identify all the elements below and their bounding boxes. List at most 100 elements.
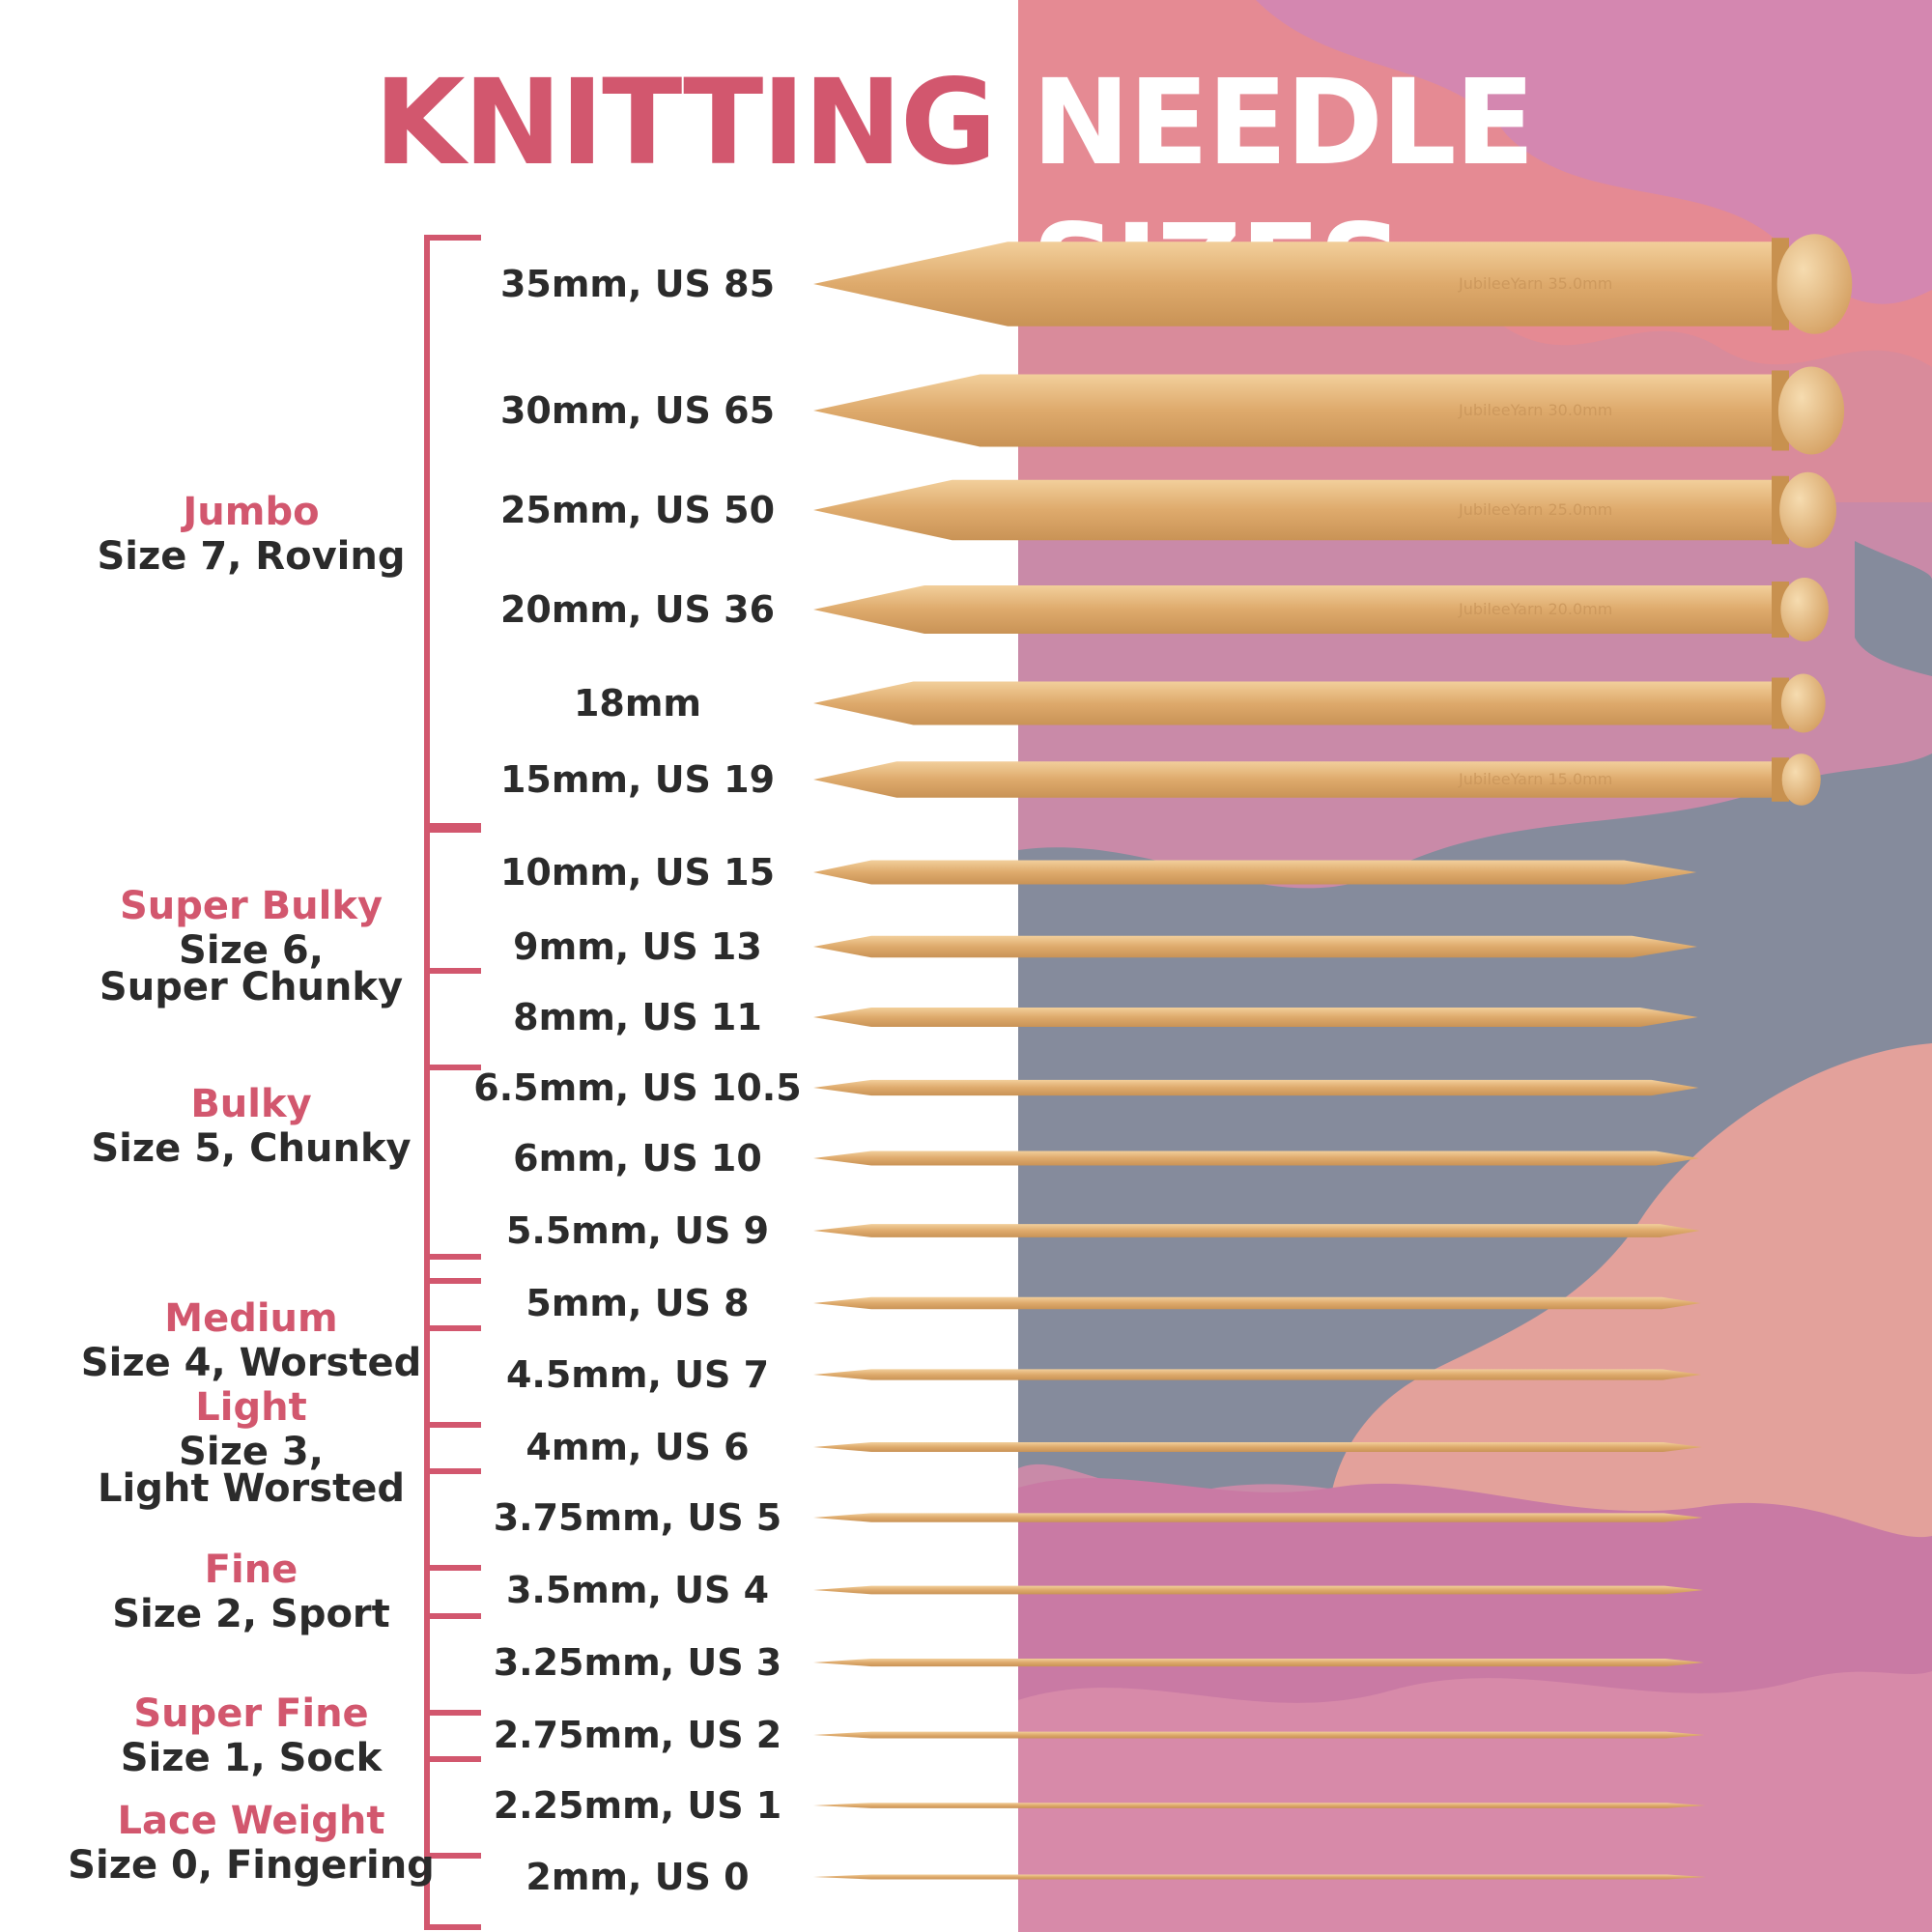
category-label: Medium Size 4, Worsted — [58, 1296, 444, 1385]
category-label: Jumbo Size 7, Roving — [58, 489, 444, 579]
needle-shaft — [813, 761, 1787, 798]
needle-0: JubileeYarn 35.0mm — [813, 234, 1853, 334]
needle-shaft — [813, 1151, 1699, 1166]
needle-size-label: 3.5mm, US 4 — [505, 1569, 770, 1611]
needle-3: JubileeYarn 20.0mm — [813, 578, 1829, 641]
needle-size-label: 2.75mm, US 2 — [493, 1714, 782, 1756]
needle-shaft — [813, 374, 1787, 447]
category-bracket — [424, 968, 481, 1284]
needle-11 — [813, 1224, 1700, 1237]
needle-shaft — [813, 585, 1787, 634]
category-description: Size 3, Light Worsted — [98, 1430, 405, 1511]
needle-size-label: 5mm, US 8 — [526, 1282, 750, 1324]
category-bracket — [424, 1756, 481, 1930]
needle-shaft — [813, 242, 1787, 327]
category-description: Size 2, Sport — [112, 1592, 390, 1636]
category-label: Super Fine Size 1, Sock — [58, 1691, 444, 1780]
needle-size-label: 9mm, US 13 — [513, 925, 762, 968]
category-description: Size 5, Chunky — [91, 1125, 412, 1171]
category-label: Light Size 3, Light Worsted — [58, 1385, 444, 1511]
needle-shaft — [813, 1369, 1702, 1380]
category-name: Light — [195, 1385, 307, 1430]
category-label: Super Bulky Size 6, Super Chunky — [58, 884, 444, 1009]
needle-shaft — [813, 1874, 1706, 1880]
needle-size-label: 4.5mm, US 7 — [505, 1353, 770, 1396]
needle-shaft — [813, 681, 1787, 725]
category-name: Jumbo — [183, 489, 320, 534]
needle-size-label: 30mm, US 65 — [499, 389, 776, 432]
category-name: Super Bulky — [119, 884, 384, 928]
category-bracket — [424, 823, 481, 1070]
needle-size-label: 2.25mm, US 1 — [493, 1784, 782, 1827]
needle-shaft — [813, 1008, 1698, 1027]
needle-15 — [813, 1513, 1703, 1522]
needle-shaft — [813, 479, 1787, 541]
needle-18 — [813, 1731, 1705, 1739]
needle-19 — [813, 1803, 1706, 1808]
needle-6 — [813, 860, 1697, 885]
category-label: Fine Size 2, Sport — [58, 1548, 444, 1636]
category-description: Size 1, Sock — [120, 1736, 383, 1780]
needle-17 — [813, 1658, 1704, 1667]
needle-5: JubileeYarn 15.0mm — [813, 753, 1821, 806]
needle-brand-mark: JubileeYarn 35.0mm — [1458, 274, 1612, 293]
title-word-knitting: KNITTING — [374, 54, 997, 191]
needle-size-label: 35mm, US 85 — [499, 263, 776, 305]
needle-shaft — [813, 935, 1697, 958]
needle-4 — [813, 673, 1826, 733]
needle-9 — [813, 1079, 1699, 1096]
needle-shaft — [813, 1658, 1704, 1667]
needle-10 — [813, 1151, 1699, 1166]
category-bracket — [424, 1468, 481, 1716]
needle-brand-mark: JubileeYarn 15.0mm — [1458, 770, 1612, 788]
needle-size-label: 3.25mm, US 3 — [493, 1641, 782, 1684]
needle-shaft — [813, 1513, 1703, 1522]
category-name: Bulky — [190, 1081, 312, 1126]
needle-knob — [1780, 578, 1829, 641]
needle-shaft — [813, 1585, 1704, 1595]
needle-size-label: 25mm, US 50 — [499, 489, 776, 531]
needle-size-label: 10mm, US 15 — [499, 851, 776, 894]
needle-knob — [1777, 366, 1845, 455]
needle-20 — [813, 1874, 1706, 1880]
needle-knob — [1780, 673, 1826, 733]
needle-13 — [813, 1369, 1702, 1380]
needle-brand-mark: JubileeYarn 25.0mm — [1458, 500, 1612, 519]
needle-12 — [813, 1296, 1701, 1310]
category-label: Lace Weight Size 0, Fingering — [58, 1799, 444, 1888]
needle-knob — [1776, 234, 1853, 334]
category-bracket — [424, 1325, 481, 1571]
needle-knob — [1781, 753, 1821, 806]
needle-shaft — [813, 1803, 1706, 1808]
needle-size-label: 4mm, US 6 — [526, 1426, 750, 1468]
category-description: Size 7, Roving — [97, 533, 406, 579]
needle-1: JubileeYarn 30.0mm — [813, 366, 1845, 455]
category-name: Lace Weight — [117, 1799, 385, 1843]
needle-shaft — [813, 1731, 1705, 1739]
needle-size-label: 6mm, US 10 — [513, 1137, 762, 1179]
category-bracket — [424, 1613, 481, 1859]
needle-size-label: 6.5mm, US 10.5 — [473, 1066, 802, 1109]
category-label: Bulky Size 5, Chunky — [58, 1081, 444, 1171]
needle-size-label: 5.5mm, US 9 — [505, 1209, 770, 1252]
needle-size-label: 3.75mm, US 5 — [493, 1496, 782, 1539]
needle-brand-mark: JubileeYarn 20.0mm — [1458, 600, 1612, 618]
needle-16 — [813, 1585, 1704, 1595]
category-description: Size 0, Fingering — [68, 1843, 435, 1888]
needle-knob — [1779, 471, 1837, 549]
needle-size-label: 8mm, US 11 — [513, 996, 762, 1038]
needle-size-label: 15mm, US 19 — [499, 758, 776, 801]
needle-shaft — [813, 1442, 1702, 1452]
category-description: Size 4, Worsted — [80, 1341, 422, 1385]
needle-8 — [813, 1008, 1698, 1027]
needle-size-label: 18mm — [573, 682, 702, 724]
needle-shaft — [813, 1079, 1699, 1096]
category-name: Fine — [204, 1548, 298, 1592]
needle-size-label: 2mm, US 0 — [526, 1856, 750, 1898]
category-name: Medium — [164, 1296, 338, 1341]
category-name: Super Fine — [133, 1691, 369, 1736]
needle-shaft — [813, 860, 1697, 885]
category-description: Size 6, Super Chunky — [99, 928, 404, 1009]
